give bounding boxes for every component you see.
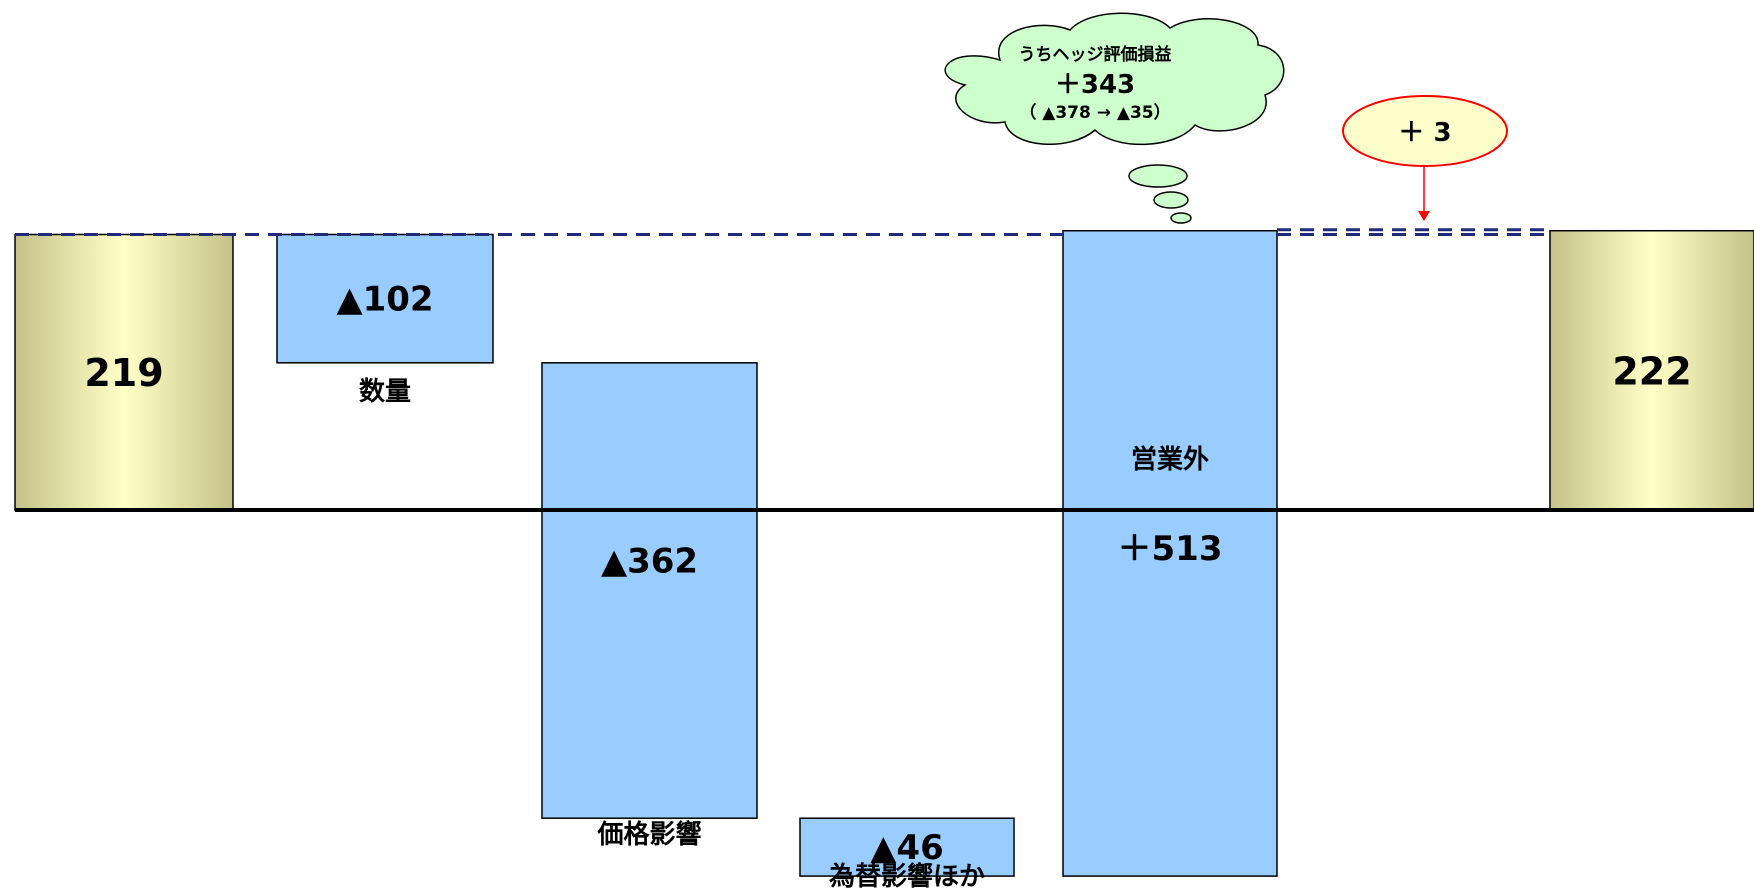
bubble-dot-small — [1170, 212, 1192, 224]
step-bar — [276, 233, 494, 364]
step-category-label: 為替影響ほか — [829, 861, 985, 892]
step-value-label: ▲46 — [870, 828, 943, 868]
step-value-label: ＋513 — [1118, 529, 1223, 569]
end-bar — [1549, 229, 1754, 511]
end-value-label: 222 — [1612, 349, 1691, 393]
step-category-label: 数量 — [359, 377, 411, 407]
callout-value: ＋343 — [1055, 70, 1135, 100]
chart-marks — [14, 228, 1754, 877]
difference-marker: ＋ 3 — [1342, 95, 1508, 221]
step-value-label: ▲362 — [601, 542, 698, 582]
bubble-dot-large — [1128, 164, 1188, 188]
difference-label: ＋ 3 — [1398, 118, 1451, 148]
step-bar — [1062, 229, 1278, 877]
thought-bubble-callout: うちヘッジ評価損益 ＋343 （ ▲378 → ▲35） — [944, 12, 1285, 224]
callout-title: うちヘッジ評価損益 — [1019, 44, 1172, 65]
step-bar — [799, 817, 1015, 877]
bubble-dot-medium — [1153, 191, 1189, 209]
step-category-label: 価格影響 — [596, 819, 701, 850]
callout-detail: （ ▲378 → ▲35） — [1019, 102, 1170, 123]
step-bar — [541, 362, 758, 819]
difference-arrow-head — [1418, 211, 1430, 221]
start-bar — [14, 233, 234, 511]
step-value-label: ▲102 — [336, 280, 433, 320]
start-value-label: 219 — [84, 351, 163, 395]
difference-oval — [1342, 95, 1508, 167]
bubble-cloud — [944, 12, 1285, 146]
step-category-label: 営業外 — [1131, 445, 1209, 475]
